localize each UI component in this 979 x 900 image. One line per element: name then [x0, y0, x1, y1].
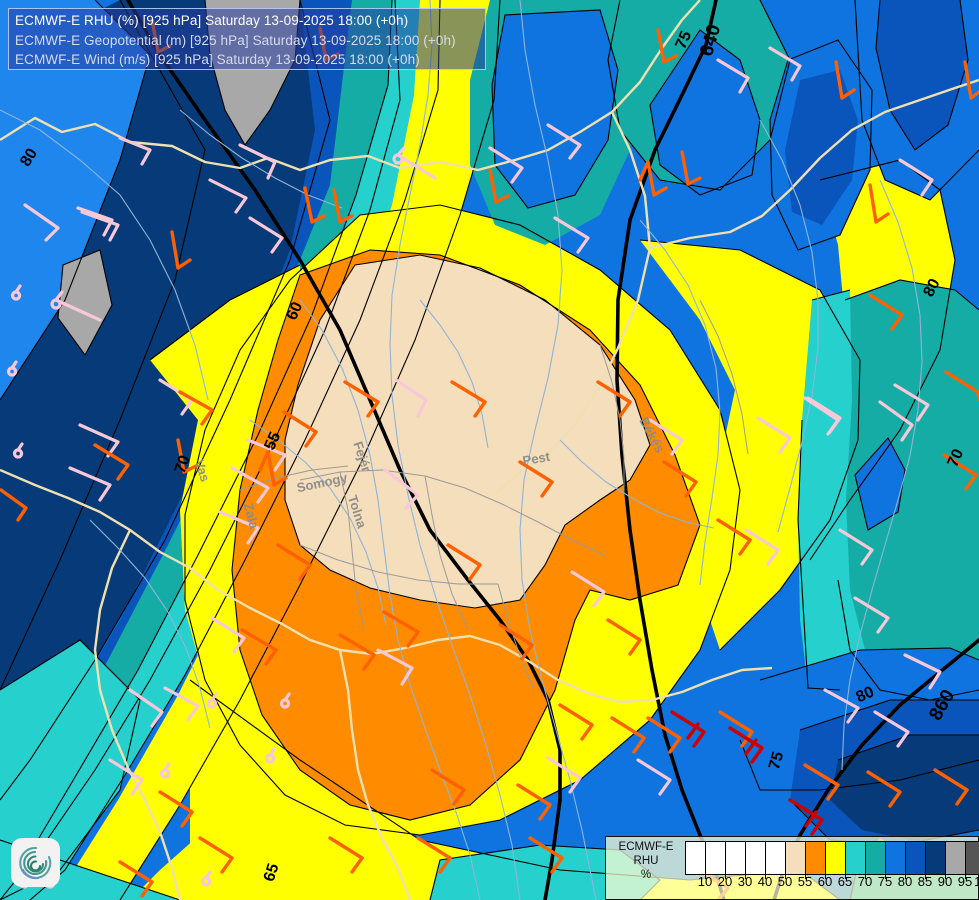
rhu-band-75-80-topleft: [0, 0, 150, 400]
legend-tick-65: 65: [837, 874, 853, 889]
rhu-band-65-70-bottommid: [430, 845, 660, 900]
geopotential-contour-640: [615, 0, 726, 900]
legend-tick-80: 80: [897, 874, 913, 889]
county-label-zala: Zala: [241, 501, 262, 531]
rhu-contour-label-75-5: 75: [673, 28, 696, 51]
rhu-contour-label-60-1: 60: [284, 299, 307, 322]
legend-tickmark-20: [725, 872, 726, 879]
legend-tick-55: 55: [797, 874, 813, 889]
legend-tick-10: 10: [697, 874, 713, 889]
legend-tick-30: 30: [737, 874, 753, 889]
legend-color-swatches: [685, 841, 979, 875]
rhu-contour-label-65-4: 65: [261, 861, 283, 883]
rhu-contour-label-70-7: 70: [945, 446, 968, 469]
legend-label-units: %: [640, 869, 652, 881]
legend-swatch-12: [926, 842, 946, 874]
legend-tickmark-30: [745, 872, 746, 879]
title-line-geopotential: ECMWF-E Geopotential (m) [925 hPa] Satur…: [15, 32, 456, 48]
rhu-contour-label-70-3: 70: [172, 453, 194, 476]
legend-tickmark-80: [905, 872, 906, 879]
legend-tickmark-90: [945, 872, 946, 879]
legend-tick-60: 60: [817, 874, 833, 889]
spiral-icon: [18, 846, 51, 879]
legend-swatch-1: [706, 842, 726, 874]
forecast-title-panel: ECMWF-E RHU (%) [925 hPa] Saturday 13-09…: [8, 8, 486, 70]
county-label-vas: Vas: [192, 458, 213, 484]
legend-swatch-14: [966, 842, 979, 874]
rhu-contour-label-80-6: 80: [920, 276, 943, 300]
rhu-contour-label-55-2: 55: [262, 429, 285, 452]
legend-tick-70: 70: [857, 874, 873, 889]
legend-tick-75: 75: [877, 874, 893, 889]
rhu-contour-label-80-8: 80: [854, 683, 877, 706]
legend-tickmark-85: [925, 872, 926, 879]
legend-tickmark-10: [705, 872, 706, 879]
legend-tickmark-55: [805, 872, 806, 879]
title-line-rhu: ECMWF-E RHU (%) [925 hPa] Saturday 13-09…: [15, 13, 409, 28]
rhu-band-70-75-right: [838, 280, 979, 700]
legend-tickmark-65: [845, 872, 846, 879]
legend-tickmark-50: [785, 872, 786, 879]
rhu-band-85-90-rightblue: [830, 735, 979, 842]
legend-label-model: ECMWF-E: [618, 841, 674, 853]
legend-swatch-10: [886, 842, 906, 874]
rhu-band-80-85-pocket2: [785, 70, 858, 225]
legend-tickmark-60: [825, 872, 826, 879]
rhu-blob-50-55: [285, 255, 650, 608]
legend-tick-20: 20: [717, 874, 733, 889]
legend-swatch-9: [866, 842, 886, 874]
met-spiral-logo[interactable]: [11, 838, 60, 887]
rhu-blob-60-65-south: [190, 680, 840, 900]
legend-tickmark-75: [885, 872, 886, 879]
legend-swatch-4: [766, 842, 786, 874]
legend-tickmark-70: [865, 872, 866, 879]
legend-label-variable: RHU: [633, 855, 659, 867]
county-label-pest: Pest: [521, 449, 551, 469]
geopotential-pocket-640: [650, 30, 760, 195]
wind-barbs: [0, 18, 979, 900]
legend-label: ECMWF-E RHU %: [610, 840, 682, 882]
rhu-band-80-85-topright: [876, 0, 968, 150]
legend-tick-50: 50: [777, 874, 793, 889]
legend-swatch-3: [746, 842, 766, 874]
rivers: [0, 0, 923, 900]
title-line-wind: ECMWF-E Wind (m/s) [925 hPa] Saturday 13…: [15, 52, 420, 67]
legend-swatch-11: [906, 842, 926, 874]
rhu-band-65-70-right: [798, 290, 868, 690]
legend-tick-40: 40: [757, 874, 773, 889]
rhu-band-65-70-center: [0, 0, 440, 900]
legend-swatch-7: [826, 842, 846, 874]
legend-swatch-8: [846, 842, 866, 874]
legend-tick-85: 85: [917, 874, 933, 889]
legend-tick-100: 100: [974, 874, 979, 889]
legend-tickmark-95: [965, 872, 966, 879]
legend-swatch-2: [726, 842, 746, 874]
legend-tick-90: 90: [937, 874, 953, 889]
legend-tickmark-40: [765, 872, 766, 879]
legend-tick-labels: 10 20 30 40 50 55 60 65 70 75 80 85 90 95100: [685, 872, 979, 898]
rhu-contour-label-75-9: 75: [766, 750, 787, 772]
rhu-contour-label-80-0: 80: [17, 145, 41, 169]
legend-swatch-13: [946, 842, 966, 874]
rhu-band-95-100-left: [58, 250, 112, 355]
legend-swatch-0: [686, 842, 706, 874]
rhu-band-85-90-wedge: [0, 0, 330, 800]
rhu-colorbar-legend[interactable]: ECMWF-E RHU % 10 20 30 40 50 55 60 65 70 75 80 85 90…: [605, 836, 979, 900]
legend-swatch-6: [806, 842, 826, 874]
legend-swatch-5: [786, 842, 806, 874]
legend-tick-95: 95: [957, 874, 973, 889]
